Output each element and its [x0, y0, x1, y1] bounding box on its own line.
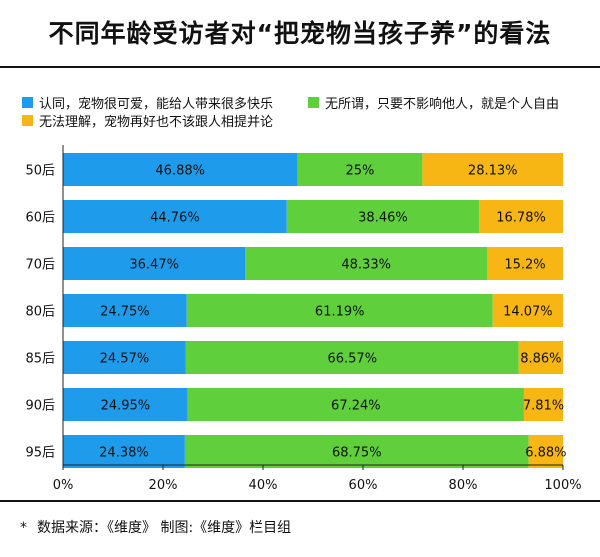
legend-label-disagree: 无法理解，宠物再好也不该跟人相提并论: [39, 115, 274, 130]
data-label: 67.24%: [331, 399, 381, 414]
chart-title: 不同年龄受访者对“把宠物当孩子养”的看法: [48, 19, 552, 48]
footnote-star: *: [20, 520, 27, 536]
data-label: 24.57%: [100, 352, 150, 367]
data-label: 7.81%: [523, 399, 564, 414]
bar-segment-disagree: [487, 247, 563, 280]
bar-segment-agree: [63, 341, 186, 374]
legend-swatch-disagree: [22, 115, 33, 126]
legend-item-disagree: 无法理解，宠物再好也不该跟人相提并论: [22, 111, 273, 130]
bar-segment-indifferent: [185, 341, 519, 374]
x-tick-label: 80%: [449, 478, 478, 493]
legend-label-indifferent: 无所谓，只要不影响他人，就是个人自由: [325, 97, 560, 112]
title-rule: [0, 66, 600, 68]
data-label: 15.2%: [504, 258, 545, 273]
footnote-text: 数据来源：《维度》 制图:《维度》栏目组: [37, 520, 292, 536]
footnote: * 数据来源：《维度》 制图:《维度》栏目组: [20, 517, 291, 537]
legend-swatch-indifferent: [308, 97, 319, 108]
data-label: 25%: [345, 164, 374, 179]
category-label: 50后: [25, 164, 55, 179]
data-label: 38.46%: [358, 211, 408, 226]
x-tick-label: 60%: [349, 478, 378, 493]
bar-segment-disagree: [518, 341, 563, 374]
footer-rule: [0, 500, 600, 502]
legend-label-agree: 认同，宠物很可爱，能给人带来很多快乐: [39, 97, 274, 112]
data-label: 46.88%: [155, 164, 205, 179]
bar-segment-indifferent: [187, 388, 524, 421]
category-label: 60后: [25, 211, 55, 226]
bar-segment-indifferent: [184, 435, 529, 468]
data-label: 24.38%: [99, 446, 149, 461]
category-label: 95后: [25, 446, 55, 461]
category-label: 90后: [25, 399, 55, 414]
bar-segment-agree: [63, 294, 187, 327]
data-label: 8.86%: [520, 352, 561, 367]
bar-segment-disagree: [523, 388, 563, 421]
data-label: 44.76%: [150, 211, 200, 226]
data-label: 28.13%: [468, 164, 518, 179]
legend-swatch-agree: [22, 97, 33, 108]
data-label: 14.07%: [503, 305, 553, 320]
data-label: 24.95%: [101, 399, 151, 414]
x-tick-label: 20%: [149, 478, 178, 493]
bar-segment-indifferent: [286, 200, 480, 233]
data-label: 16.78%: [496, 211, 546, 226]
bar-segment-agree: [63, 388, 188, 421]
bar-segment-disagree: [492, 294, 564, 327]
data-label: 24.75%: [100, 305, 150, 320]
bar-segment-indifferent: [245, 247, 487, 280]
data-label: 66.57%: [327, 352, 377, 367]
x-tick-label: 0%: [53, 478, 74, 493]
bar-segment-indifferent: [186, 294, 493, 327]
data-label: 6.88%: [525, 446, 566, 461]
bar-segment-agree: [63, 153, 298, 186]
data-label: 36.47%: [129, 258, 179, 273]
bar-segment-agree: [63, 247, 246, 280]
legend-item-agree: 认同，宠物很可爱，能给人带来很多快乐: [22, 93, 273, 112]
data-label: 68.75%: [332, 446, 382, 461]
bar-segment-disagree: [479, 200, 563, 233]
legend-item-indifferent: 无所谓，只要不影响他人，就是个人自由: [308, 93, 559, 112]
x-tick-label: 40%: [249, 478, 278, 493]
category-label: 80后: [25, 305, 55, 320]
x-tick-label: 100%: [544, 478, 581, 493]
data-label: 61.19%: [315, 305, 365, 320]
bar-segment-agree: [63, 435, 185, 468]
data-label: 48.33%: [341, 258, 391, 273]
bar-segment-agree: [63, 200, 287, 233]
category-label: 85后: [25, 352, 55, 367]
category-label: 70后: [25, 258, 55, 273]
bar-segment-disagree: [422, 153, 564, 186]
bar-segment-disagree: [528, 435, 564, 468]
bar-segment-indifferent: [297, 153, 423, 186]
